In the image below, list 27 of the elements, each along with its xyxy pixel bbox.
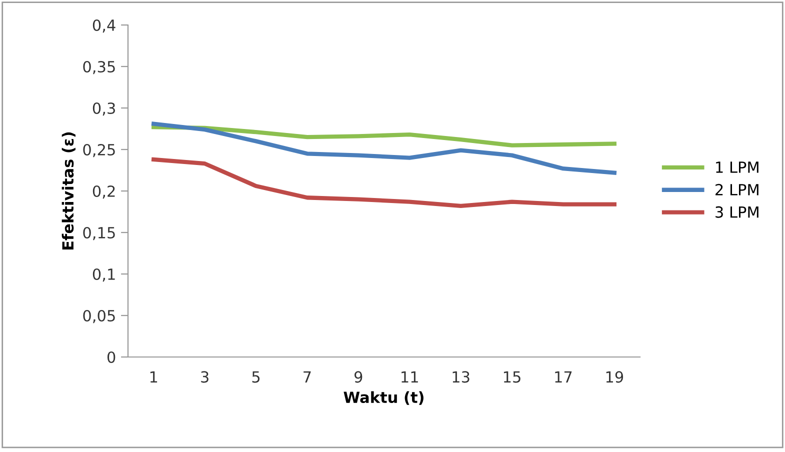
x-tick-label: 19 bbox=[606, 371, 624, 383]
y-tick-label: 0,4 bbox=[92, 19, 116, 33]
x-tick-label: 1 bbox=[150, 371, 158, 382]
line-series bbox=[152, 157, 616, 208]
x-tick-label: 13 bbox=[452, 371, 470, 383]
x-tick-label: 9 bbox=[354, 371, 362, 383]
x-tick-label: 17 bbox=[555, 371, 572, 382]
legend-label: 2 LPM bbox=[716, 184, 758, 196]
y-tick-label: 0,3 bbox=[92, 102, 115, 116]
y-tick-label: 0,1 bbox=[92, 268, 115, 282]
y-axis-title: Efektivitas (ε) bbox=[62, 132, 76, 250]
y-tick-label: 0,15 bbox=[83, 226, 115, 240]
y-tick-label: 0,25 bbox=[83, 144, 115, 158]
legend-label: 3 LPM bbox=[716, 206, 758, 218]
y-tick-label: 0,2 bbox=[92, 185, 115, 199]
y-tick-label: 0,35 bbox=[83, 60, 115, 74]
legend-label: 1 LPM bbox=[716, 162, 758, 173]
y-tick-label: 0,05 bbox=[83, 310, 115, 324]
y-tick-label: 0 bbox=[107, 351, 116, 364]
x-tick-label: 15 bbox=[504, 371, 520, 383]
line-series bbox=[152, 122, 616, 175]
x-tick-label: 11 bbox=[402, 371, 418, 382]
x-tick-label: 3 bbox=[201, 371, 208, 383]
x-axis-title: Waktu (t) bbox=[344, 391, 424, 405]
x-tick-label: 5 bbox=[252, 371, 260, 383]
line-series bbox=[152, 125, 616, 148]
x-tick-label: 7 bbox=[304, 371, 311, 382]
